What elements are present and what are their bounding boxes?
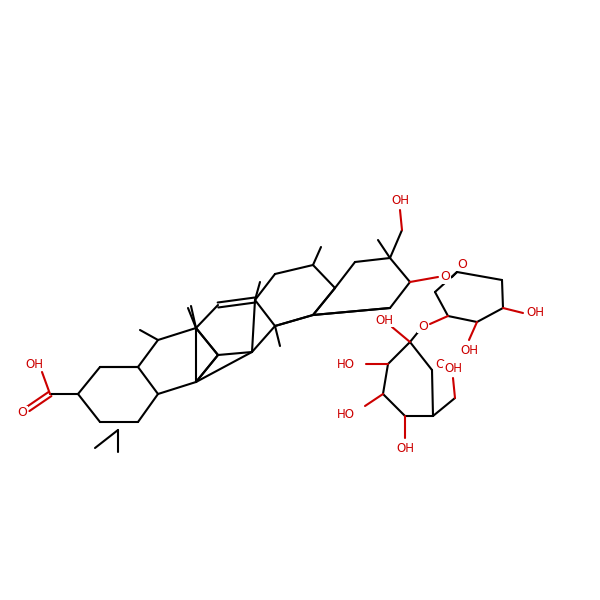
- Text: O: O: [457, 257, 467, 271]
- Text: HO: HO: [337, 358, 355, 370]
- Text: OH: OH: [25, 358, 43, 370]
- Text: O: O: [440, 271, 450, 283]
- Text: OH: OH: [391, 193, 409, 206]
- Text: HO: HO: [337, 407, 355, 421]
- Text: OH: OH: [396, 442, 414, 455]
- Text: O: O: [17, 407, 27, 419]
- Text: OH: OH: [444, 361, 462, 374]
- Text: OH: OH: [460, 343, 478, 356]
- Text: OH: OH: [526, 307, 544, 319]
- Text: OH: OH: [375, 313, 393, 326]
- Text: O: O: [440, 271, 450, 283]
- Text: O: O: [435, 358, 445, 371]
- Text: O: O: [418, 319, 428, 332]
